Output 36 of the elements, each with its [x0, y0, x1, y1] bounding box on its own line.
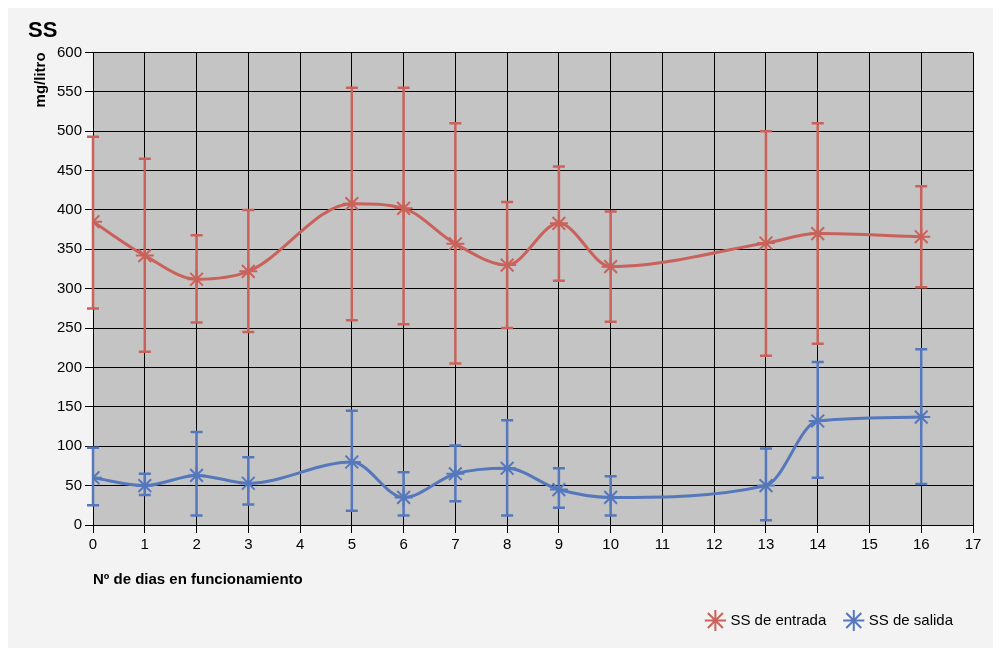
x-tick-label: 2 — [192, 535, 201, 553]
y-tick-label: 350 — [57, 239, 83, 257]
x-tick-label: 6 — [399, 535, 408, 553]
x-tick-label: 9 — [554, 535, 564, 553]
x-tick-label: 0 — [88, 535, 98, 553]
y-tick-label: 100 — [57, 436, 83, 454]
chart-title: SS — [28, 17, 58, 43]
y-tick-label: 250 — [57, 318, 83, 336]
x-tick-label: 11 — [654, 535, 671, 553]
y-tick-label: 0 — [73, 515, 83, 533]
x-tick-label: 17 — [964, 535, 982, 553]
y-tick-label: 300 — [57, 278, 83, 296]
x-tick-label: 8 — [502, 535, 512, 553]
x-tick-label: 15 — [861, 535, 878, 553]
x-tick-label: 16 — [912, 535, 930, 553]
y-tick-label: 600 — [57, 42, 83, 60]
y-axis-title: mg/litro — [31, 52, 49, 108]
x-tick-label: 14 — [809, 535, 827, 553]
x-tick-label: 5 — [347, 535, 357, 553]
legend-label: SS de salida — [868, 610, 954, 628]
x-tick-label: 7 — [451, 535, 460, 553]
y-tick-label: 550 — [57, 81, 83, 99]
y-tick-label: 200 — [57, 357, 83, 375]
y-tick-label: 400 — [57, 200, 83, 218]
y-tick-label: 500 — [57, 121, 83, 139]
x-tick-label: 1 — [140, 535, 149, 553]
x-tick-label: 3 — [244, 535, 253, 553]
x-tick-label: 13 — [757, 535, 775, 553]
y-tick-label: 150 — [57, 396, 83, 414]
x-axis-title: Nº de dias en funcionamiento — [93, 570, 303, 588]
legend-label: SS de entrada — [730, 610, 827, 628]
y-tick-label: 450 — [57, 160, 83, 178]
x-tick-label: 4 — [295, 535, 305, 553]
x-tick-label: 12 — [705, 535, 723, 553]
y-tick-label: 50 — [65, 475, 83, 493]
x-tick-label: 10 — [602, 535, 619, 553]
